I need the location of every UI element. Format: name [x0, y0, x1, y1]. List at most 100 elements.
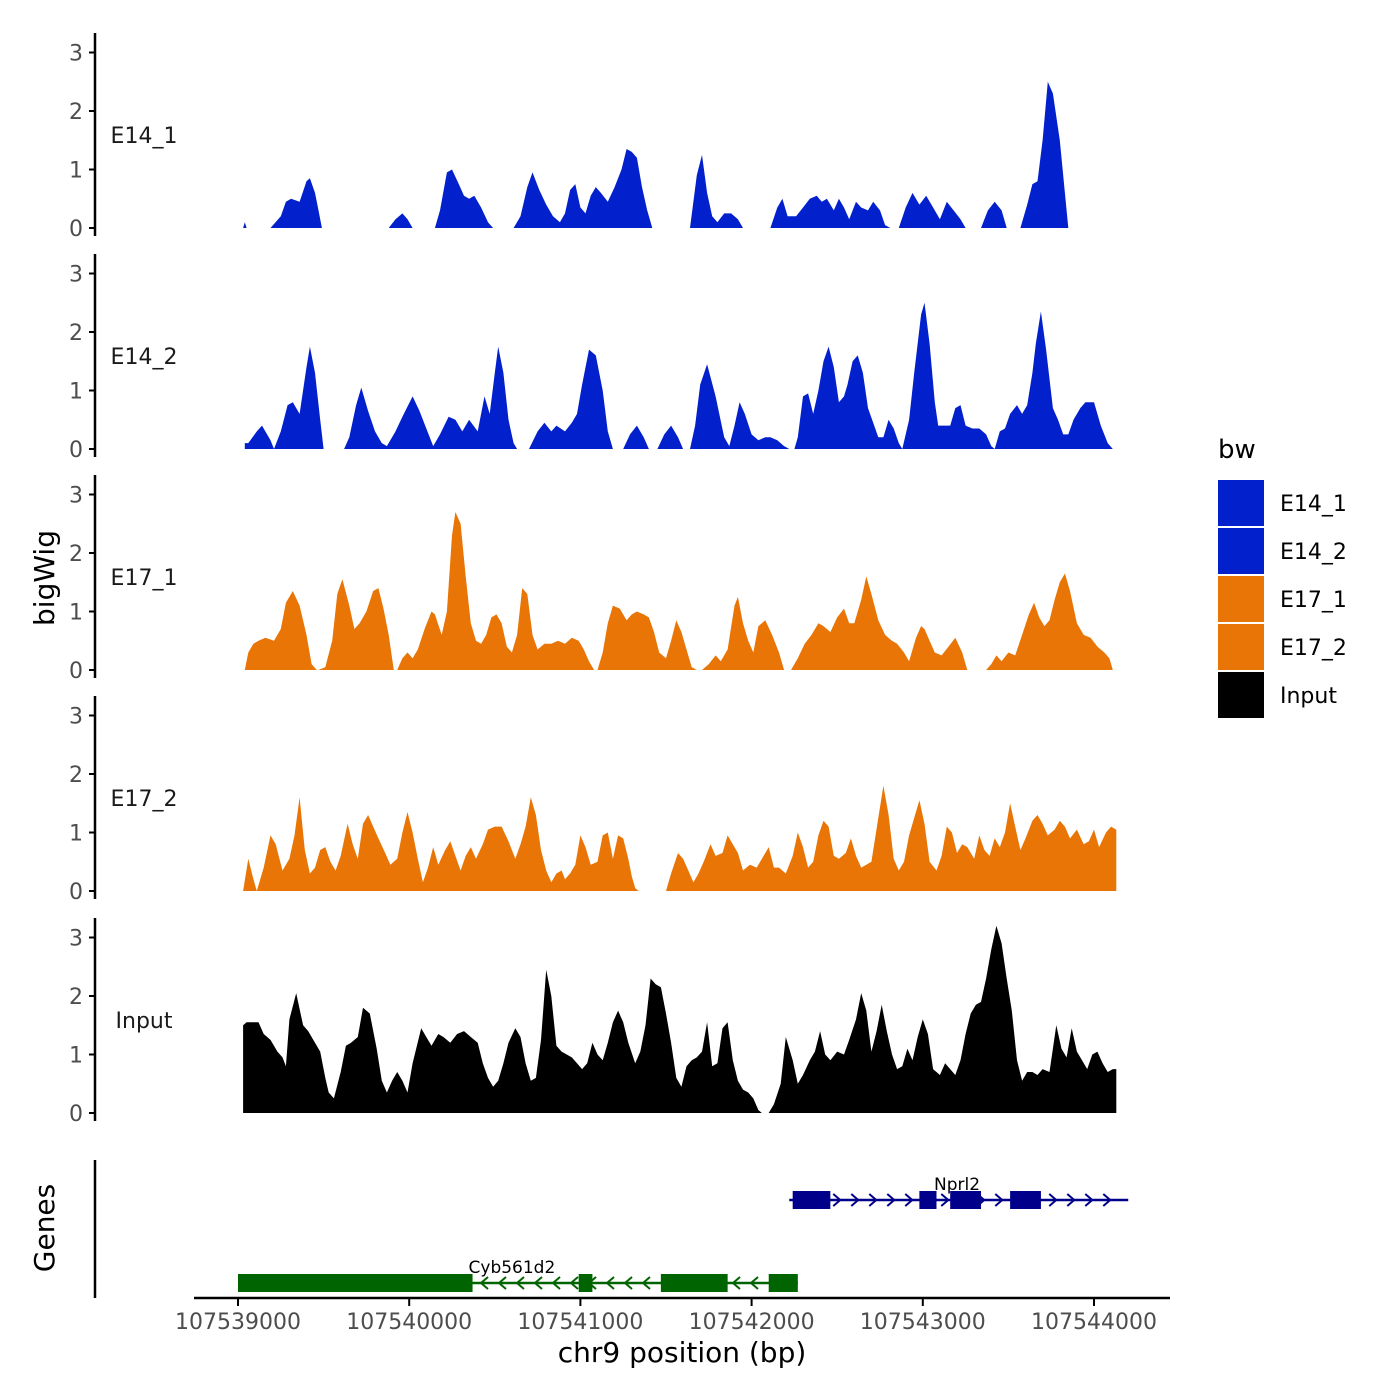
area-segment	[986, 573, 1113, 670]
gene-Nprl2: Nprl2	[789, 1175, 1129, 1209]
y-tick-label: 1	[69, 822, 83, 847]
y-axis-title: bigWig	[28, 530, 61, 626]
legend: E14_1 E14_2 E17_1 E17_2 Input	[1218, 480, 1347, 718]
gene-label: Cyb561d2	[469, 1258, 556, 1278]
track-E14_2: 0 1 2 3 E14_2	[69, 253, 1113, 463]
legend-label: E14_1	[1280, 492, 1347, 517]
track-label: E14_2	[111, 345, 178, 370]
strand-arrow	[940, 1193, 950, 1207]
strand-arrow	[551, 1276, 561, 1290]
legend-swatch	[1218, 576, 1264, 622]
y-tick-label: 0	[69, 1102, 83, 1127]
strand-arrow	[850, 1193, 860, 1207]
area-segment	[243, 797, 639, 891]
y-tick-label: 3	[69, 42, 83, 67]
area-segment	[690, 364, 790, 449]
genes-track-title: Genes	[28, 1184, 61, 1272]
area-segment	[791, 576, 968, 670]
legend-label: Input	[1280, 684, 1337, 709]
y-tick-label: 0	[69, 659, 83, 684]
legend-label: E14_2	[1280, 540, 1347, 565]
x-tick-label: 107542000	[689, 1310, 815, 1335]
track-Input: 0 1 2 3 Input	[69, 917, 1117, 1127]
track-label: E17_1	[111, 566, 178, 591]
area-segment	[597, 605, 697, 670]
track-label: Input	[116, 1009, 173, 1034]
track-label: E14_1	[111, 124, 178, 149]
area-segment	[513, 149, 653, 228]
legend-swatch	[1218, 624, 1264, 670]
gene-track: Nprl2 Cyb561d2	[93, 1160, 1129, 1298]
area-segment	[244, 346, 324, 449]
y-tick-label: 0	[69, 880, 83, 905]
x-tick-label: 107541000	[517, 1310, 643, 1335]
strand-arrow	[868, 1193, 878, 1207]
area-segment	[690, 154, 743, 228]
area-segment	[397, 512, 595, 670]
area-segment	[994, 311, 1113, 449]
y-tick-label: 2	[69, 100, 83, 125]
strand-arrow	[1102, 1193, 1112, 1207]
y-tick-label: 3	[69, 705, 83, 730]
strand-arrow	[994, 1193, 1004, 1207]
strand-arrow	[605, 1276, 615, 1290]
area-segment	[1020, 81, 1069, 228]
strand-arrow	[569, 1276, 579, 1290]
area-segment	[270, 178, 322, 228]
area-segment	[794, 346, 903, 449]
y-tick-label: 1	[69, 380, 83, 405]
legend-entry-E14_2: E14_2	[1218, 528, 1347, 574]
x-axis-title: chr9 position (bp)	[558, 1336, 807, 1369]
legend-entry-E17_1: E17_1	[1218, 576, 1347, 622]
track-E17_1: 0 1 2 3 E17_1	[69, 474, 1113, 684]
legend-entry-Input: Input	[1218, 672, 1337, 718]
legend-entry-E14_1: E14_1	[1218, 480, 1347, 526]
y-tick-label: 3	[69, 927, 83, 952]
strand-arrow	[623, 1276, 633, 1290]
strand-arrow	[886, 1193, 896, 1207]
gene-exon	[238, 1274, 473, 1292]
signal-tracks: 0 1 2 3 E14_1 0 1 2 3 E14_2 0 1 2 3 E17_1 0 1 2 3 E17_2 0 1 2 3…	[69, 32, 1117, 1127]
gene-exon	[950, 1191, 982, 1209]
x-tick-label: 107540000	[346, 1310, 472, 1335]
area-segment	[388, 213, 413, 228]
y-tick-label: 2	[69, 985, 83, 1010]
area-segment	[702, 596, 785, 670]
y-tick-label: 2	[69, 542, 83, 567]
x-tick-label: 107543000	[860, 1310, 986, 1335]
strand-arrow	[515, 1276, 525, 1290]
track-E14_1: 0 1 2 3 E14_1	[69, 32, 1069, 242]
track-label: E17_2	[111, 787, 178, 812]
area-segment	[657, 425, 684, 449]
x-tick-label: 107544000	[1031, 1310, 1157, 1335]
legend-entry-E17_2: E17_2	[1218, 624, 1347, 670]
area-segment	[434, 169, 494, 228]
strand-arrow	[641, 1276, 651, 1290]
y-tick-label: 2	[69, 763, 83, 788]
gene-label: Nprl2	[934, 1175, 980, 1195]
y-tick-label: 1	[69, 159, 83, 184]
area-segment	[666, 785, 1117, 891]
gene-exon	[768, 1274, 798, 1292]
gene-exon	[578, 1274, 593, 1292]
strand-arrow	[731, 1276, 741, 1290]
x-tick-label: 107539000	[175, 1310, 301, 1335]
y-tick-label: 3	[69, 263, 83, 288]
strand-arrow	[1084, 1193, 1094, 1207]
strand-arrow	[533, 1276, 543, 1290]
y-tick-label: 2	[69, 321, 83, 346]
area-segment	[898, 192, 966, 228]
gene-exon	[1010, 1191, 1041, 1209]
strand-arrow	[904, 1193, 914, 1207]
area-segment	[623, 425, 649, 449]
legend-swatch	[1218, 528, 1264, 574]
legend-title: bw	[1218, 435, 1256, 465]
strand-arrow	[497, 1276, 507, 1290]
area-segment	[902, 302, 995, 449]
y-tick-label: 0	[69, 217, 83, 242]
y-tick-label: 1	[69, 601, 83, 626]
gene-exon	[919, 1191, 937, 1209]
y-tick-label: 3	[69, 484, 83, 509]
strand-arrow	[1048, 1193, 1058, 1207]
